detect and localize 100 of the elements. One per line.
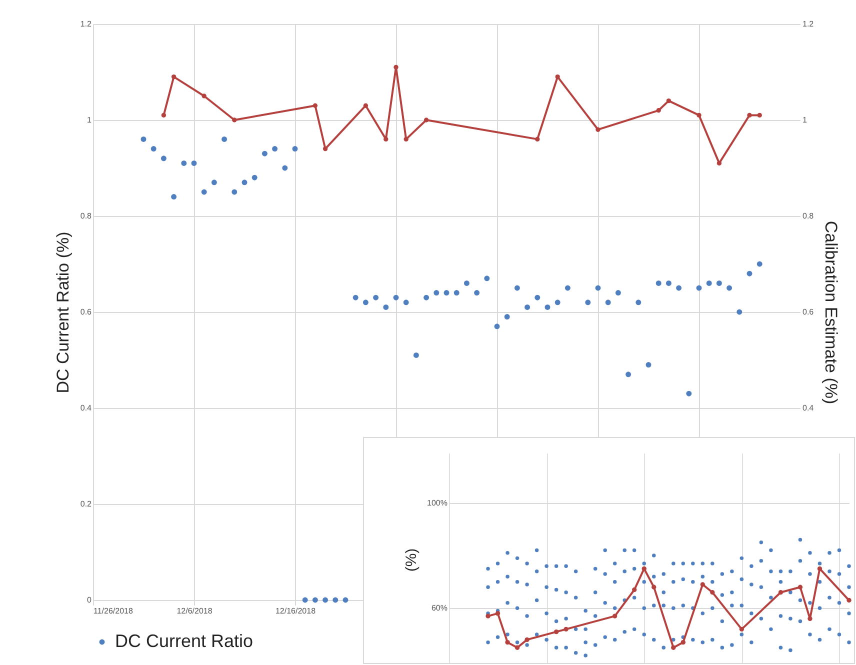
point xyxy=(652,574,656,578)
x-tick-label: 11/26/2018 xyxy=(94,606,134,616)
point xyxy=(691,638,695,642)
point xyxy=(720,646,724,650)
point xyxy=(506,551,510,555)
point xyxy=(662,590,666,594)
point xyxy=(496,580,500,584)
point xyxy=(672,606,676,610)
point xyxy=(514,645,520,650)
point xyxy=(818,638,822,642)
point xyxy=(750,564,754,568)
point xyxy=(554,619,558,624)
point xyxy=(593,614,598,618)
point xyxy=(680,640,686,645)
point xyxy=(642,562,646,566)
point xyxy=(564,646,568,650)
point xyxy=(739,626,744,632)
point xyxy=(769,627,773,632)
point xyxy=(681,562,686,566)
point xyxy=(817,566,822,572)
point xyxy=(681,604,686,608)
point xyxy=(584,608,588,613)
point xyxy=(662,604,666,608)
point xyxy=(750,612,754,616)
point xyxy=(788,616,792,621)
legend-label: DC Current Ratio xyxy=(115,631,254,651)
point xyxy=(847,564,851,568)
x-tick-label: 12/16/2018 xyxy=(275,606,316,616)
point xyxy=(603,635,607,639)
point xyxy=(818,606,822,610)
point xyxy=(534,632,539,636)
point xyxy=(740,632,744,636)
point xyxy=(672,562,676,566)
point xyxy=(837,632,842,636)
point xyxy=(642,606,646,610)
y2-axis-title: Calibration Estimate (%) xyxy=(822,220,841,404)
point xyxy=(778,569,783,574)
point xyxy=(759,540,764,544)
point xyxy=(564,626,568,632)
point xyxy=(496,635,500,639)
point xyxy=(652,604,656,608)
point xyxy=(700,574,705,578)
point xyxy=(544,638,548,642)
point xyxy=(778,590,784,595)
point xyxy=(496,562,500,566)
point xyxy=(612,580,617,584)
point xyxy=(622,548,626,552)
point xyxy=(798,538,802,542)
point xyxy=(730,604,734,608)
point xyxy=(847,640,851,644)
point xyxy=(593,566,598,571)
point xyxy=(534,569,539,574)
point xyxy=(622,630,626,634)
point xyxy=(564,590,568,594)
point xyxy=(525,582,529,586)
y-tick-label: 60% xyxy=(431,604,448,613)
point xyxy=(808,632,812,636)
point xyxy=(554,646,558,650)
point xyxy=(515,580,520,584)
point xyxy=(769,569,773,574)
y-tick-label: 0.4 xyxy=(80,404,92,412)
point xyxy=(506,601,510,605)
point xyxy=(593,590,598,594)
point xyxy=(652,554,656,558)
point xyxy=(574,650,578,655)
point xyxy=(798,584,803,590)
point xyxy=(818,580,822,584)
point xyxy=(691,562,695,566)
point xyxy=(769,548,773,552)
point xyxy=(710,606,714,610)
point xyxy=(828,627,832,632)
point xyxy=(525,643,529,647)
y-tick-label: 1.2 xyxy=(80,20,92,28)
point xyxy=(740,604,744,608)
point xyxy=(798,558,802,563)
point xyxy=(603,548,607,552)
point xyxy=(652,638,656,642)
y-tick-label: 100% xyxy=(427,498,448,508)
point xyxy=(584,627,588,632)
y-axis-title: (%) xyxy=(403,548,420,572)
point xyxy=(700,612,705,616)
point xyxy=(554,564,558,568)
point xyxy=(740,577,744,582)
point xyxy=(759,585,764,589)
point xyxy=(750,640,754,644)
point xyxy=(837,601,842,605)
point xyxy=(788,648,792,652)
point xyxy=(584,654,588,658)
point xyxy=(632,566,636,571)
point xyxy=(700,640,705,644)
point xyxy=(534,548,539,552)
y2-tick-label: 1 xyxy=(802,116,808,124)
point xyxy=(720,572,724,576)
point xyxy=(505,640,510,645)
point xyxy=(554,629,559,634)
x-tick-label: 12/6/2018 xyxy=(176,606,213,616)
point xyxy=(828,551,832,555)
y-tick-label: 0.6 xyxy=(80,308,92,316)
point xyxy=(515,556,520,560)
point xyxy=(846,598,852,603)
